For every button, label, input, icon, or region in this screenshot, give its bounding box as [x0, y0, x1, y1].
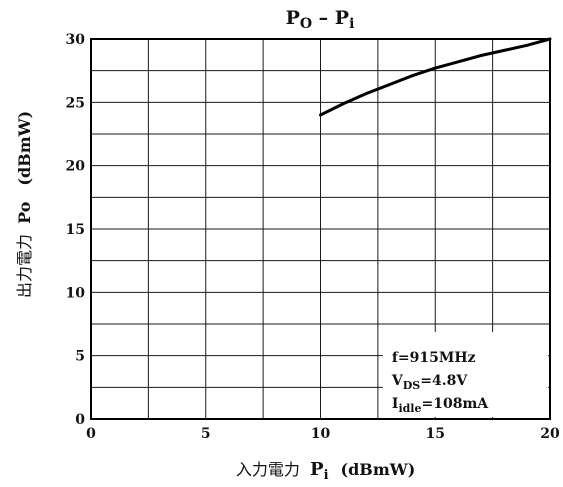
title-second-sub: i	[349, 16, 354, 32]
x-label-symbol-sub: i	[324, 468, 329, 483]
condition-line: Iidle=108mA	[392, 396, 489, 415]
x-tick-label: 15	[426, 426, 445, 442]
x-tick-label: 5	[201, 426, 211, 442]
x-tick-label: 10	[311, 426, 331, 442]
x-axis-label: 入力電力 Pi (dBmW)	[208, 459, 432, 483]
y-tick-label: 0	[75, 412, 85, 428]
condition-line: VDS=4.8V	[391, 373, 468, 392]
series-group	[319, 37, 552, 117]
x-label-unit: (dBmW)	[341, 460, 416, 479]
series-line	[319, 37, 552, 117]
y-tick-label: 30	[66, 32, 86, 48]
axes	[90, 38, 551, 420]
condition-value: =915MHz	[398, 350, 476, 366]
conditions: f=915MHz VDS=4.8V Iidle=108mA	[391, 350, 489, 415]
x-label-symbol: P	[310, 459, 324, 480]
title-main-sub: O	[300, 16, 312, 32]
condition-symbol: I	[392, 396, 399, 412]
y-label-symbol: Po	[15, 201, 34, 224]
y-axis-label: 出力電力 Po (dBmW)	[15, 94, 34, 326]
condition-symbol: f	[392, 350, 399, 366]
condition-symbol-sub: idle	[398, 402, 421, 415]
y-label-unit: (dBmW)	[15, 111, 34, 186]
x-tick-label: 0	[86, 426, 96, 442]
title-sep: –	[312, 7, 335, 29]
condition-value: =108mA	[422, 396, 490, 412]
y-tick-label: 5	[75, 349, 85, 365]
plot-frame	[90, 38, 551, 420]
y-tick-label: 20	[66, 159, 86, 175]
condition-symbol-sub: DS	[403, 379, 421, 392]
conditions-box	[382, 332, 548, 417]
y-label-prefix: 出力電力	[15, 224, 34, 298]
y-tick-label: 10	[66, 285, 86, 301]
x-tick-label: 20	[540, 426, 560, 442]
condition-value: =4.8V	[420, 373, 468, 389]
condition-symbol: V	[391, 373, 404, 389]
chart-title: PO – Pi	[286, 7, 355, 32]
condition-line: f=915MHz	[392, 350, 476, 366]
y-tick-label: 15	[66, 222, 85, 238]
y-tick-label: 25	[66, 95, 85, 111]
x-label-prefix: 入力電力	[236, 460, 310, 479]
title-second: P	[335, 7, 349, 29]
title-main: P	[286, 7, 300, 29]
tick-labels: 0 5 10 15 20 0 5 10 15 20 25 30	[66, 32, 560, 442]
